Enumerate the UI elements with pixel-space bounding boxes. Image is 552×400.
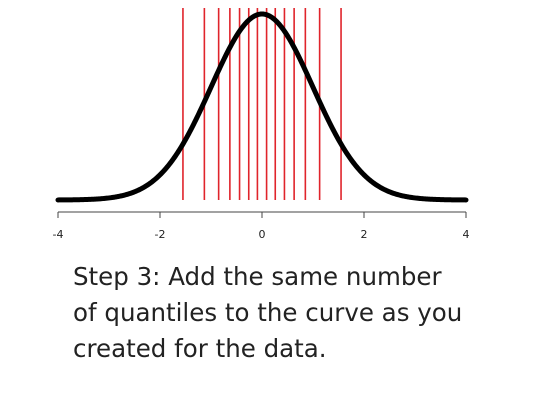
caption-line-1: Step 3: Add the same number	[73, 262, 442, 291]
normal-density-curve	[55, 11, 469, 203]
x-tick-label-2: -2	[155, 228, 166, 241]
caption-line-3: created for the data.	[73, 334, 327, 363]
caption: Step 3: Add the same number of quantiles…	[73, 259, 543, 367]
x-tick-label-4: 2	[361, 228, 368, 241]
normal-curve-chart: -4 -2 0 2 4	[53, 8, 470, 241]
quantile-lines	[182, 8, 342, 200]
x-axis-ticks: -4 -2 0 2 4	[53, 212, 470, 241]
x-tick-label-1: -4	[53, 228, 64, 241]
x-tick-label-3: 0	[259, 228, 266, 241]
caption-line-2: of quantiles to the curve as you	[73, 298, 463, 327]
x-tick-label-5: 4	[463, 228, 470, 241]
